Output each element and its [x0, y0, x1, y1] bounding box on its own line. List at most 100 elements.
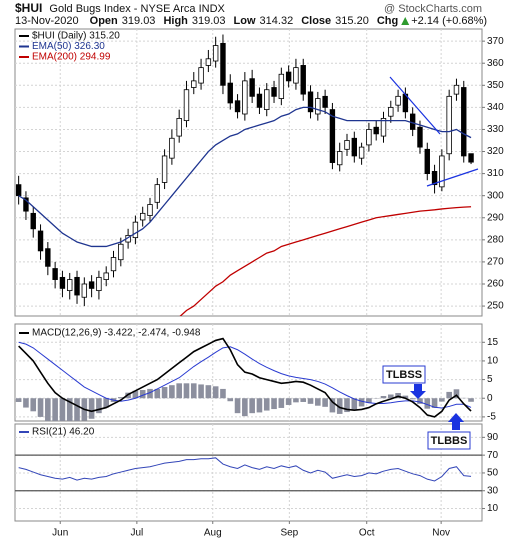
- header-line: $HUI Gold Bugs Index - NYSE Arca INDX: [15, 1, 226, 15]
- candle-body: [256, 93, 263, 108]
- histogram-bar: [88, 398, 95, 419]
- candle-body: [198, 67, 204, 84]
- quote-label: Chg: [377, 15, 398, 27]
- quote-label: Open: [90, 15, 118, 27]
- histogram-bar: [147, 388, 153, 399]
- candle-body: [59, 276, 66, 289]
- histogram-bar: [198, 384, 204, 399]
- histogram-bar: [307, 398, 314, 404]
- histogram-bar: [409, 398, 416, 400]
- histogram-bar: [315, 398, 321, 406]
- histogram-bar: [103, 398, 110, 408]
- candle-body: [388, 106, 394, 117]
- candle-body: [300, 65, 306, 95]
- candle-body: [74, 276, 80, 296]
- plot-area: [15, 29, 482, 316]
- histogram-bar: [322, 398, 328, 407]
- candle-body: [351, 137, 358, 157]
- histogram-bar: [358, 398, 365, 407]
- candle-body: [45, 248, 51, 267]
- candle-body: [380, 118, 387, 137]
- histogram-bar: [329, 398, 336, 413]
- histogram-bar: [154, 388, 161, 399]
- arrow: [410, 384, 426, 399]
- histogram-bar: [183, 383, 190, 399]
- y-tick-label: 50: [487, 468, 499, 479]
- y-tick-label: -5: [487, 412, 496, 423]
- candle-body: [424, 148, 430, 175]
- candle-body: [220, 42, 226, 86]
- histogram-bar: [402, 395, 409, 399]
- histogram-bar: [59, 398, 66, 421]
- histogram-bar: [212, 386, 219, 399]
- candle-body: [285, 71, 292, 82]
- candle-body: [366, 129, 372, 146]
- candle-body: [132, 221, 139, 239]
- candle-body: [161, 155, 168, 183]
- annotation-box: [427, 431, 471, 450]
- histogram-bar: [139, 390, 146, 399]
- histogram-bar: [285, 398, 292, 405]
- histogram-bar: [15, 398, 22, 402]
- candle-body: [271, 87, 277, 97]
- candle-body: [278, 73, 285, 99]
- histogram-bar: [278, 398, 285, 408]
- candle-body: [453, 84, 460, 95]
- quote-label: Close: [301, 15, 331, 27]
- histogram-bar: [446, 391, 452, 399]
- y-tick-label: 310: [487, 168, 504, 179]
- quote-value: 319.03: [122, 15, 156, 27]
- histogram-bar: [37, 398, 44, 417]
- quote-value: 314.32: [260, 15, 294, 27]
- candle-body: [176, 118, 182, 137]
- trendline: [426, 168, 479, 187]
- y-tick-label: 270: [487, 257, 504, 268]
- annotation: TLBBS: [431, 435, 468, 447]
- histogram-bar: [74, 398, 80, 421]
- candle-body: [307, 91, 314, 113]
- candle-body: [103, 272, 109, 280]
- histogram-bar: [351, 398, 358, 410]
- candle-body: [88, 281, 95, 289]
- y-tick-label: 260: [487, 279, 504, 290]
- candle-body: [322, 95, 328, 108]
- candle-body: [358, 146, 365, 159]
- signal-line: [18, 341, 472, 409]
- y-tick-label: 0: [487, 393, 493, 404]
- annotation-box: [382, 365, 426, 384]
- ema-line: [179, 206, 472, 316]
- histogram-bar: [23, 398, 29, 408]
- y-tick-label: 90: [487, 432, 499, 443]
- candle-body: [205, 58, 212, 66]
- candle-body: [264, 89, 270, 110]
- y-tick-label: 10: [487, 503, 499, 514]
- histogram-bar: [132, 390, 139, 399]
- candle-body: [96, 276, 102, 292]
- candle-body: [110, 257, 117, 272]
- arrow: [448, 413, 464, 430]
- histogram-bar: [468, 398, 474, 402]
- x-tick-label: Oct: [359, 528, 375, 539]
- candle-body: [212, 45, 219, 62]
- y-tick-label: 250: [487, 301, 504, 312]
- panel-label: RSI(21) 46.20: [32, 427, 95, 438]
- histogram-bar: [249, 398, 255, 414]
- candle-body: [468, 153, 474, 163]
- annotation: TLBSS: [386, 369, 422, 381]
- histogram-bar: [424, 398, 431, 409]
- panel: [14, 28, 483, 317]
- histogram-bar: [234, 398, 241, 414]
- legend-label: EMA(200) 294.99: [32, 52, 111, 63]
- trendline: [389, 76, 441, 135]
- candle-body: [52, 268, 58, 280]
- x-tick-label: Jun: [52, 528, 68, 539]
- candle-body: [147, 204, 153, 216]
- y-tick-label: 340: [487, 102, 504, 113]
- y-tick-label: 30: [487, 485, 499, 496]
- y-tick-label: 5: [487, 374, 493, 385]
- histogram-bar: [118, 397, 124, 399]
- x-tick-label: Nov: [432, 528, 450, 539]
- source: @ StockCharts.com: [384, 3, 482, 15]
